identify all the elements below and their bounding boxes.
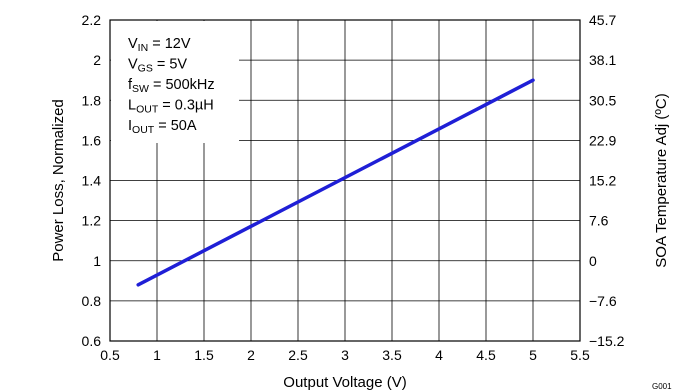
- series-layer: [136, 78, 535, 287]
- y-axis-label: Power Loss, Normalized: [50, 99, 67, 262]
- y-tick-label: 2.2: [82, 12, 102, 28]
- x-tick-label: 3: [341, 347, 349, 363]
- y-tick-label: 0.8: [82, 293, 102, 309]
- x-tick-label: 1.5: [194, 347, 214, 363]
- y2-tick-labels: −15.2 −7.6 0 7.6 15.2 22.9 30.5 38.1 45.7: [589, 12, 625, 349]
- y-tick-label: 0.6: [82, 333, 102, 349]
- y2-tick-label: 22.9: [589, 132, 616, 148]
- y-tick-labels: 0.6 0.8 1 1.2 1.4 1.6 1.8 2 2.2: [82, 12, 102, 349]
- y-tick-label: 1.2: [82, 213, 102, 229]
- y2-axis-label: SOA Temperature Adj (ºC): [653, 93, 670, 267]
- figure-id: G001: [652, 382, 672, 391]
- series-line: [136, 78, 535, 287]
- y-tick-label: 2: [93, 52, 101, 68]
- y2-tick-label: 30.5: [589, 92, 616, 108]
- plot-frame: [109, 19, 581, 342]
- x-tick-label: 0.5: [100, 347, 120, 363]
- x-tick-label: 4.5: [476, 347, 496, 363]
- condition-line: IOUT = 50A: [128, 118, 197, 136]
- y2-tick-label: −15.2: [589, 333, 625, 349]
- y-tick-label: 1.4: [82, 173, 102, 189]
- y-tick-label: 1: [93, 253, 101, 269]
- x-tick-label: 1: [153, 347, 161, 363]
- condition-line: fSW = 500kHz: [128, 77, 215, 95]
- x-tick-label: 2: [247, 347, 255, 363]
- y-tick-label: 1.8: [82, 92, 102, 108]
- y2-tick-label: −7.6: [589, 293, 617, 309]
- y2-tick-label: 7.6: [589, 213, 609, 229]
- x-axis-label: Output Voltage (V): [283, 374, 406, 391]
- condition-line: LOUT = 0.3µH: [128, 98, 214, 116]
- condition-line: VGS = 5V: [128, 57, 187, 75]
- y2-tick-label: 38.1: [589, 52, 616, 68]
- x-tick-label: 2.5: [288, 347, 308, 363]
- y2-tick-label: 15.2: [589, 173, 616, 189]
- x-tick-label: 3.5: [382, 347, 402, 363]
- conditions-annotation: VIN = 12V VGS = 5V fSW = 500kHz LOUT = 0.3µ…: [111, 21, 239, 143]
- x-tick-label: 5.5: [570, 347, 590, 363]
- y2-tick-label: 45.7: [589, 12, 616, 28]
- y2-tick-label: 0: [589, 253, 597, 269]
- x-tick-labels: 0.5 1 1.5 2 2.5 3 3.5 4 4.5 5 5.5: [100, 347, 590, 363]
- x-tick-label: 4: [435, 347, 443, 363]
- annotation-background: [111, 21, 239, 143]
- condition-line: VIN = 12V: [128, 36, 191, 54]
- y-tick-label: 1.6: [82, 132, 102, 148]
- x-tick-label: 5: [529, 347, 537, 363]
